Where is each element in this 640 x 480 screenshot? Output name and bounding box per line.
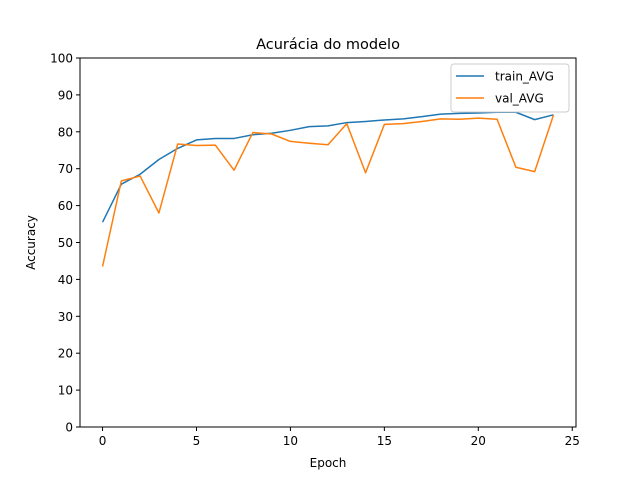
y-tick-label: 70	[58, 162, 73, 176]
x-axis: 0 5 10 15 20 25	[99, 427, 580, 448]
series-layer	[101, 111, 555, 267]
y-tick-label: 0	[65, 421, 73, 435]
x-tick-label: 25	[565, 434, 580, 448]
x-tick-label: 10	[283, 434, 298, 448]
legend: train_AVG val_AVG	[450, 63, 570, 113]
plot-frame	[79, 57, 577, 428]
y-tick-label: 60	[58, 199, 73, 213]
x-axis-label: Epoch	[310, 456, 347, 470]
series-line-train-avg	[101, 111, 554, 223]
y-axis-label: Accuracy	[24, 215, 38, 270]
y-tick-label: 30	[58, 310, 73, 324]
legend-label: val_AVG	[495, 92, 544, 106]
y-tick-label: 50	[58, 236, 73, 250]
y-axis: 0 10 20 30 40 50 60 70 80 90 100	[50, 52, 80, 435]
x-tick-label: 20	[471, 434, 486, 448]
y-tick-label: 90	[58, 88, 73, 102]
y-tick-label: 100	[50, 52, 73, 66]
chart-title: Acurácia do modelo	[256, 37, 400, 53]
y-tick-label: 80	[58, 125, 73, 139]
x-tick-label: 5	[193, 434, 201, 448]
x-tick-label: 0	[99, 434, 107, 448]
y-tick-label: 10	[58, 384, 73, 398]
x-tick-label: 15	[377, 434, 392, 448]
y-tick-label: 20	[58, 347, 73, 361]
series-line-val-avg	[101, 114, 555, 267]
y-tick-label: 40	[58, 273, 73, 287]
legend-label: train_AVG	[495, 70, 554, 84]
